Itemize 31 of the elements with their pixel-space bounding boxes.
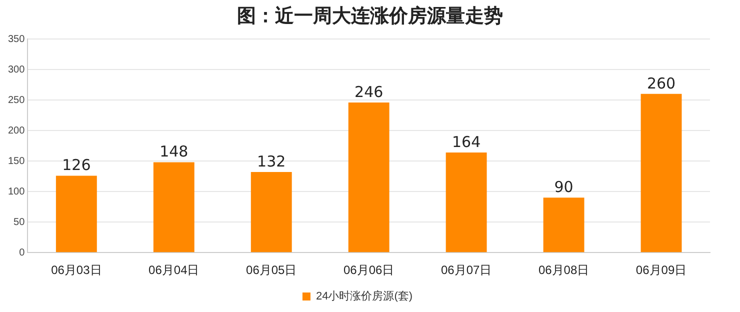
chart-title: 图：近一周大连涨价房源量走势 (236, 4, 504, 29)
x-tick-label: 06月08日 (538, 263, 590, 278)
x-tick-label: 06月03日 (51, 263, 102, 278)
x-tick-label: 06月04日 (148, 263, 200, 278)
data-label: 90 (554, 178, 574, 196)
bar (446, 152, 487, 252)
y-tick-label: 0 (19, 247, 26, 258)
bar (153, 162, 194, 252)
data-label: 246 (354, 82, 384, 101)
bar (250, 172, 292, 252)
y-tick-label: 200 (8, 125, 26, 136)
x-tick-label: 06月05日 (246, 263, 297, 278)
data-label: 132 (257, 152, 286, 170)
y-tick-label: 250 (8, 94, 26, 106)
y-tick-label: 150 (8, 156, 26, 167)
y-tick-label: 350 (8, 34, 26, 45)
x-tick-label: 06月07日 (440, 263, 492, 278)
x-tick-label: 06月09日 (636, 263, 687, 278)
data-label: 148 (160, 142, 188, 161)
x-tick-label: 06月06日 (343, 263, 394, 278)
bar (640, 94, 682, 252)
data-label: 260 (646, 74, 676, 92)
y-tick-label: 300 (8, 64, 26, 76)
bar (543, 198, 584, 252)
bar (348, 102, 390, 252)
y-tick-label: 100 (8, 186, 26, 198)
legend-label: 24小时涨价房源(套) (316, 290, 413, 303)
y-tick-label: 50 (14, 216, 26, 228)
bar (56, 176, 97, 252)
data-label: 164 (452, 132, 481, 151)
data-label: 126 (62, 156, 91, 174)
